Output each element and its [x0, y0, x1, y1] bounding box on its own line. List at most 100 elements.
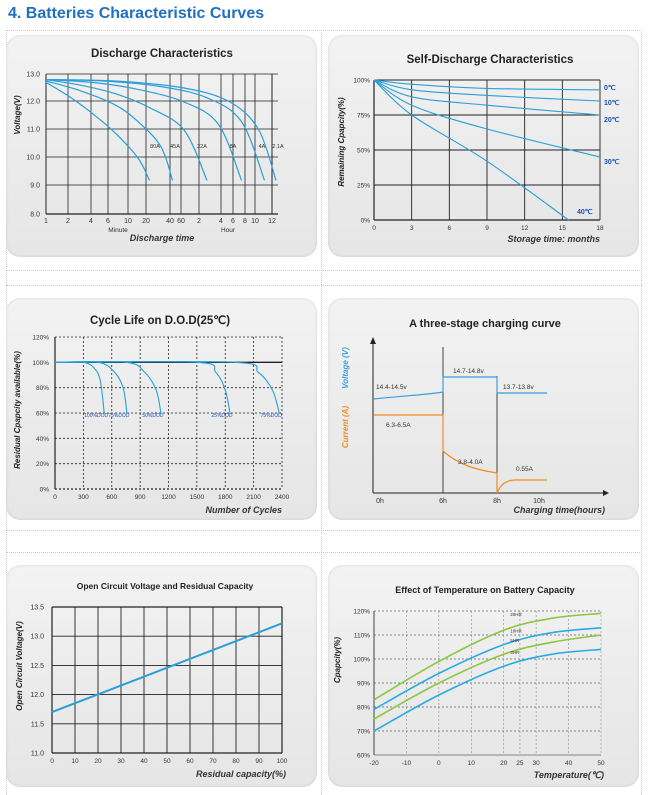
- ocv-x-tick: 70: [209, 758, 217, 765]
- cyclelife-series-label: 25%DOD: [211, 413, 233, 419]
- discharge-title: Discharge Characteristics: [91, 48, 233, 60]
- charging-current-label: 0.55A: [516, 466, 534, 473]
- selfdischarge-y-tick: 75%: [357, 113, 370, 120]
- selfdischarge-x-tick: 12: [521, 225, 529, 232]
- temperature-series-label: 3HR: [510, 650, 520, 655]
- temperature-series-line: [373, 648, 602, 732]
- discharge-x-tick: 10: [251, 218, 259, 225]
- temperature-x-tick: -20: [369, 760, 379, 767]
- ocv-x-tick: 80: [232, 758, 240, 765]
- discharge-series-line: [45, 81, 151, 181]
- discharge-series-label: 45A: [170, 144, 180, 150]
- discharge-x-tick: 8: [243, 218, 247, 225]
- temperature-x-tick: 30: [533, 760, 541, 767]
- selfdischarge-x-tick: 15: [559, 225, 567, 232]
- ocv-x-tick: 10: [71, 758, 79, 765]
- cyclelife-x-tick: 2400: [275, 494, 290, 501]
- ocv-x-tick: 0: [50, 758, 54, 765]
- ocv-title: Open Circuit Voltage and Residual Capaci…: [77, 581, 254, 591]
- selfdischarge-x-tick: 3: [410, 225, 414, 232]
- discharge-series-label: 80A: [150, 144, 160, 150]
- discharge-series-label: 2.1A: [272, 144, 284, 150]
- charging-current-line: [374, 414, 547, 494]
- temperature-series-line: [373, 612, 602, 701]
- discharge-series-label: 4A: [259, 144, 266, 150]
- discharge-x-group-hour: Hour: [221, 227, 236, 234]
- charging-voltage-label: 14.7-14.8v: [453, 368, 484, 375]
- charging-x-tick: 8h: [493, 498, 501, 505]
- temperature-y-tick: 70%: [357, 729, 370, 736]
- selfdischarge-series-label: 40℃: [577, 208, 593, 216]
- discharge-x-group-minute: Minute: [108, 227, 128, 234]
- discharge-x-tick: 60: [177, 218, 185, 225]
- discharge-y-tick: 8.0: [30, 212, 40, 219]
- selfdischarge-series-label: 0℃: [604, 84, 616, 92]
- discharge-series-line: [45, 79, 277, 181]
- selfdischarge-series-line: [373, 79, 601, 158]
- discharge-x-tick: 40: [166, 218, 174, 225]
- panel-cycle-life: [6, 298, 317, 520]
- temperature-x-tick: 20: [500, 760, 508, 767]
- charging-current-label: 3.8-4.0A: [458, 459, 483, 466]
- cyclelife-y-tick: 80%: [36, 385, 49, 392]
- ocv-y-tick: 11.5: [31, 721, 44, 728]
- temperature-x-tick: 25: [516, 760, 524, 767]
- charging-x-arrow: [603, 490, 609, 496]
- discharge-xlabel: Discharge time: [130, 233, 195, 243]
- discharge-series-line: [45, 80, 174, 181]
- discharge-y-tick: 11.0: [27, 127, 40, 134]
- temperature-x-tick: -10: [402, 760, 412, 767]
- cyclelife-x-tick: 1500: [190, 494, 205, 501]
- temperature-series-label: 5HR: [510, 638, 520, 643]
- ocv-y-tick: 12.0: [30, 692, 44, 699]
- temperature-x-tick: 0: [437, 760, 441, 767]
- cyclelife-x-tick: 900: [135, 494, 146, 501]
- cyclelife-xlabel: Number of Cycles: [205, 505, 282, 515]
- cyclelife-title: Cycle Life on D.O.D(25℃): [90, 314, 230, 327]
- ocv-x-tick: 30: [117, 758, 125, 765]
- discharge-y-tick: 12.0: [26, 99, 40, 106]
- temperature-series-line: [373, 627, 602, 711]
- temperature-ylabel: Cpapcity(%): [333, 637, 342, 684]
- discharge-y-tick: 13.0: [26, 72, 40, 79]
- temperature-y-tick: 100%: [353, 657, 370, 664]
- ocv-y-tick: 12.5: [30, 663, 44, 670]
- selfdischarge-y-tick: 100%: [353, 78, 370, 85]
- selfdischarge-series-line: [373, 79, 601, 116]
- charging-voltage-label: 14.4-14.5v: [376, 384, 407, 391]
- cyclelife-ylabel: Residual Cpapcity available(%): [13, 351, 22, 469]
- charging-title: A three-stage charging curve: [409, 318, 561, 330]
- temperature-x-tick: 40: [565, 760, 573, 767]
- discharge-x-tick: 2: [197, 218, 201, 225]
- ocv-x-tick: 40: [140, 758, 148, 765]
- temperature-y-tick: 90%: [357, 681, 370, 688]
- charging-x-tick: 0h: [376, 498, 384, 505]
- selfdischarge-series-label: 10℃: [604, 99, 620, 107]
- temperature-y-tick: 120%: [353, 609, 370, 616]
- charging-ylabel-voltage: Voltage (V): [341, 347, 350, 389]
- ocv-x-tick: 60: [186, 758, 194, 765]
- temperature-x-tick: 10: [468, 760, 476, 767]
- cyclelife-x-tick: 0: [53, 494, 57, 501]
- discharge-x-tick: 20: [142, 218, 150, 225]
- cyclelife-x-tick: 1200: [161, 494, 176, 501]
- ocv-x-tick: 50: [163, 758, 171, 765]
- charging-current-label: 6.3-6.5A: [386, 422, 411, 429]
- temperature-x-tick: 50: [597, 760, 605, 767]
- discharge-x-tick: 4: [89, 218, 93, 225]
- temperature-series-line: [373, 634, 602, 720]
- ocv-y-tick: 11.0: [31, 751, 44, 758]
- discharge-y-tick: 9.0: [30, 183, 40, 190]
- selfdischarge-ylabel: Remaining Cpapcity(%): [337, 97, 346, 187]
- cyclelife-series-label: 50%DOD: [142, 413, 164, 419]
- panel-ocv: [6, 565, 317, 787]
- selfdischarge-series-label: 20℃: [604, 116, 620, 124]
- temperature-title: Effect of Temperature on Battery Capacit…: [395, 585, 574, 595]
- cyclelife-x-tick: 2100: [246, 494, 261, 501]
- cyclelife-x-tick: 300: [78, 494, 89, 501]
- cyclelife-y-tick: 60%: [36, 411, 49, 418]
- panel-charging: [328, 298, 639, 520]
- cyclelife-series-label: 100%DOD: [84, 413, 108, 419]
- selfdischarge-xlabel: Storage time: months: [507, 234, 600, 244]
- temperature-y-tick: 80%: [357, 705, 370, 712]
